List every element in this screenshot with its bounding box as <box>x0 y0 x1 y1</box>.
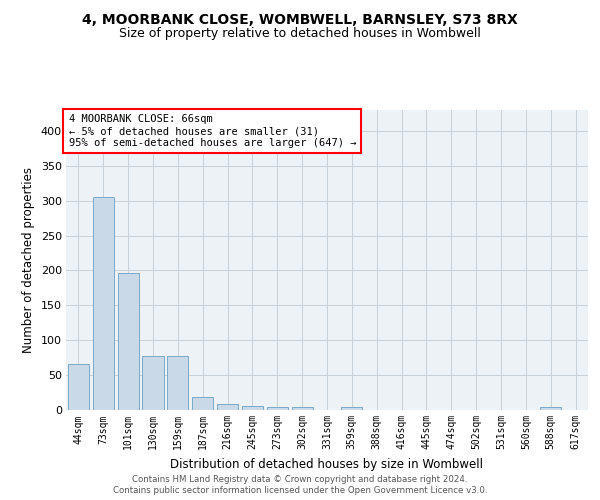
Bar <box>93 197 114 410</box>
Bar <box>167 356 188 410</box>
Bar <box>292 407 313 410</box>
Bar <box>118 272 139 410</box>
X-axis label: Distribution of detached houses by size in Wombwell: Distribution of detached houses by size … <box>170 458 484 471</box>
Bar <box>68 364 89 410</box>
Bar <box>217 404 238 410</box>
Bar <box>341 407 362 410</box>
Text: Size of property relative to detached houses in Wombwell: Size of property relative to detached ho… <box>119 28 481 40</box>
Text: Contains public sector information licensed under the Open Government Licence v3: Contains public sector information licen… <box>113 486 487 495</box>
Text: Contains HM Land Registry data © Crown copyright and database right 2024.: Contains HM Land Registry data © Crown c… <box>132 475 468 484</box>
Text: 4 MOORBANK CLOSE: 66sqm
← 5% of detached houses are smaller (31)
95% of semi-det: 4 MOORBANK CLOSE: 66sqm ← 5% of detached… <box>68 114 356 148</box>
Text: 4, MOORBANK CLOSE, WOMBWELL, BARNSLEY, S73 8RX: 4, MOORBANK CLOSE, WOMBWELL, BARNSLEY, S… <box>82 12 518 26</box>
Bar <box>192 396 213 410</box>
Bar <box>242 406 263 410</box>
Bar <box>142 356 164 410</box>
Y-axis label: Number of detached properties: Number of detached properties <box>22 167 35 353</box>
Bar <box>267 407 288 410</box>
Bar <box>540 407 561 410</box>
